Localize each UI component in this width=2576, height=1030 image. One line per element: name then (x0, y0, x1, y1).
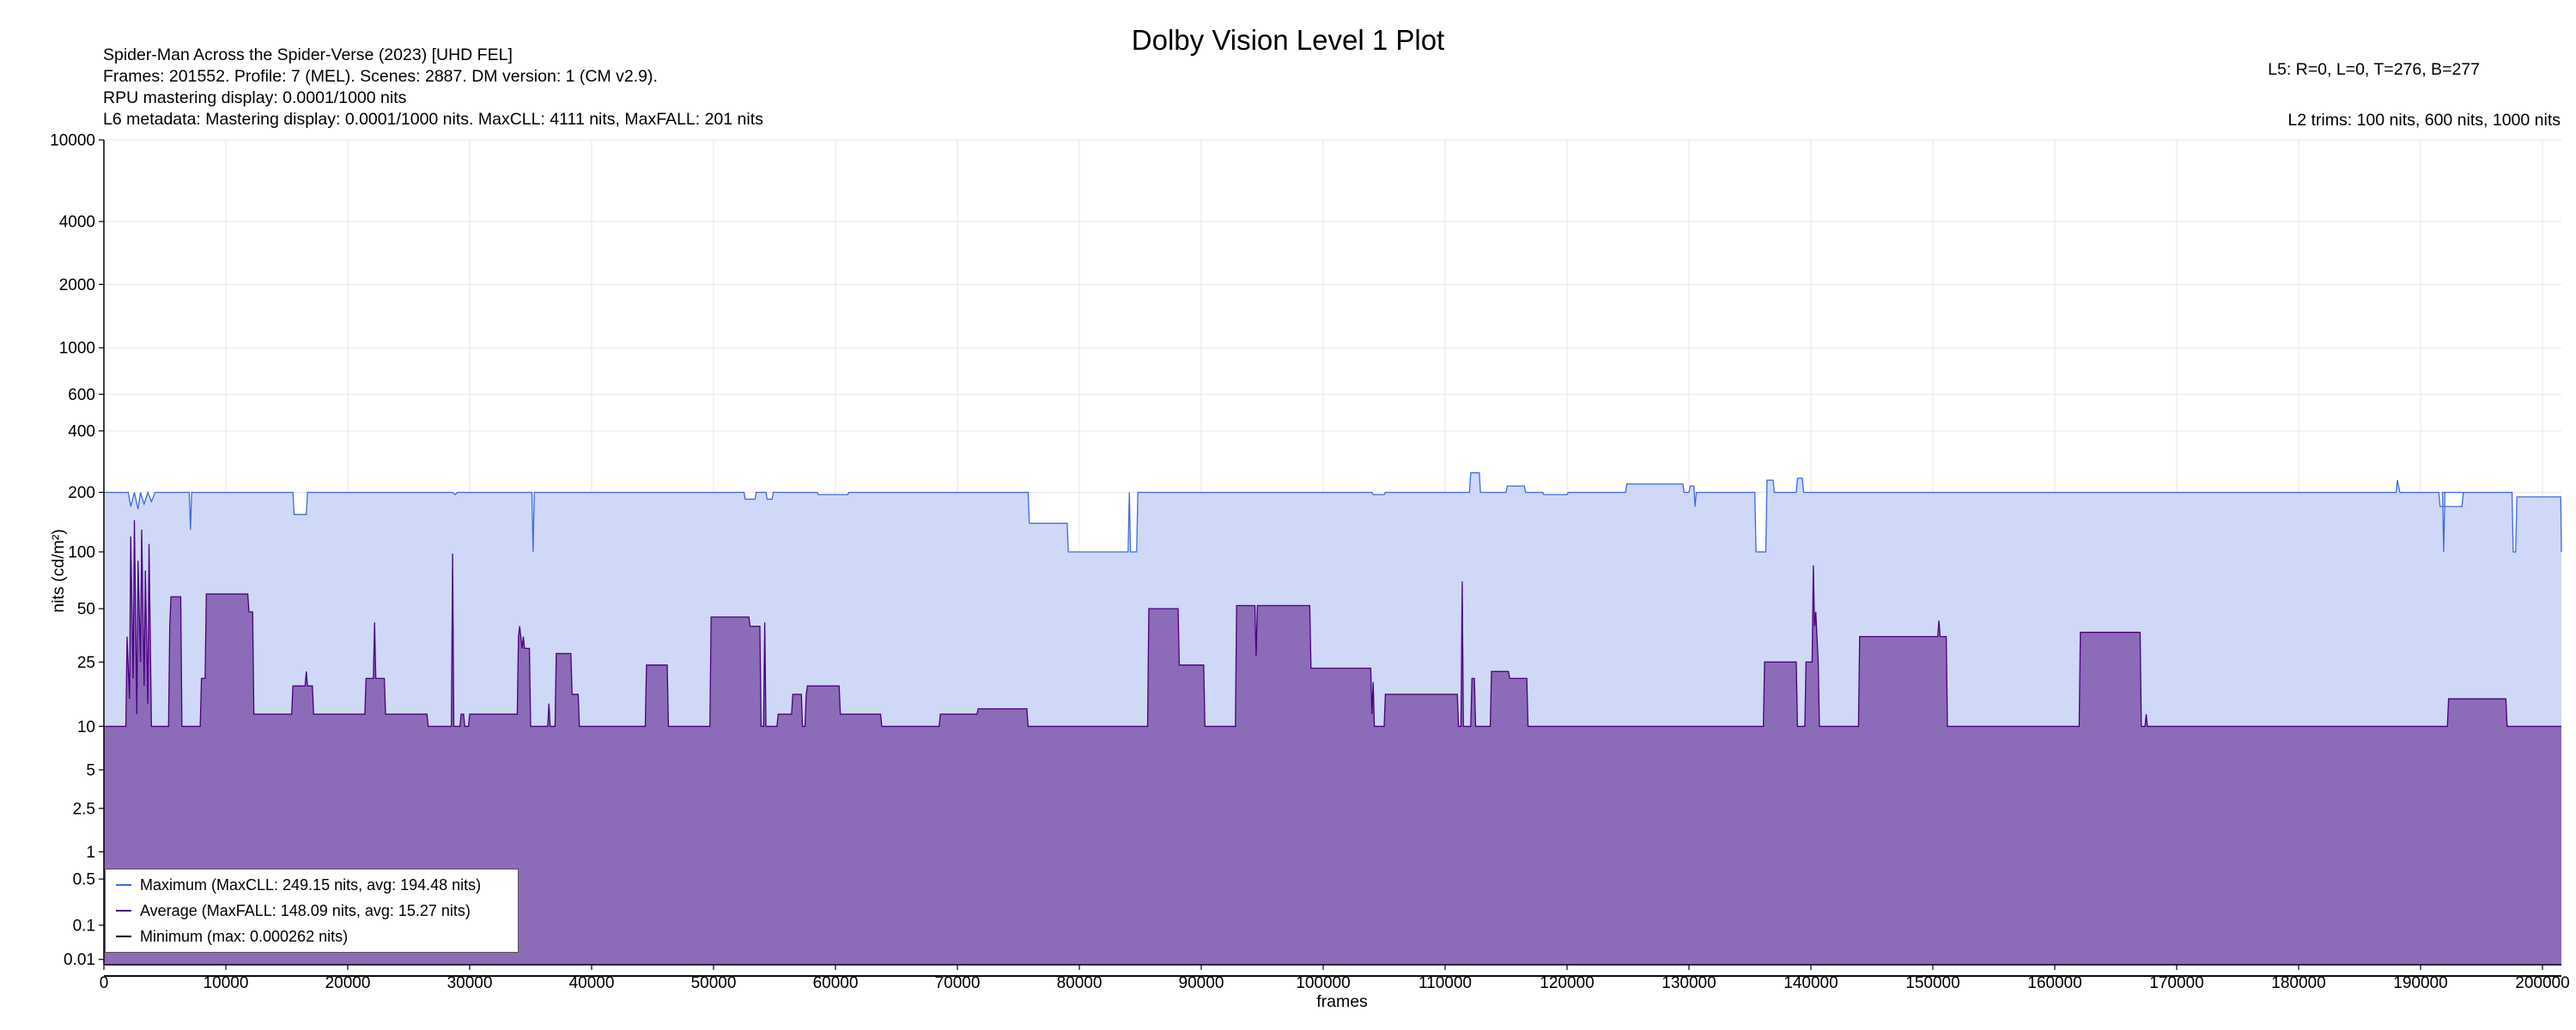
tick-labels: 0 10000 20000 30000 40000 50000 60000 70000 8000… (50, 132, 2570, 993)
y-tick-label: 200 (68, 484, 95, 502)
y-axis-label: nits (cd/m²) (49, 529, 68, 613)
x-tick-label: 60000 (813, 974, 859, 992)
legend: Maximum (MaxCLL: 249.15 nits, avg: 194.4… (105, 869, 519, 953)
y-tick-label: 600 (68, 386, 95, 404)
legend-swatch-minimum (116, 936, 131, 937)
y-tick-label: 5 (86, 761, 95, 779)
y-tick-label: 1 (86, 844, 95, 862)
x-tick-label: 170000 (2149, 974, 2203, 992)
x-tick-label: 0 (100, 974, 109, 992)
y-tick-label: 10 (77, 718, 95, 736)
series-layer (104, 472, 2562, 978)
legend-label-maximum: Maximum (MaxCLL: 249.15 nits, avg: 194.4… (140, 876, 482, 894)
y-tick-label: 4000 (59, 214, 95, 232)
x-tick-label: 140000 (1783, 974, 1838, 992)
y-tick-label: 0.5 (73, 871, 95, 889)
y-tick-label: 0.1 (73, 917, 95, 935)
y-tick-label: 100 (68, 543, 95, 561)
x-tick-label: 50000 (691, 974, 737, 992)
l2-trims: L2 trims: 100 nits, 600 nits, 1000 nits (2287, 111, 2561, 130)
y-tick-label: 400 (68, 422, 95, 440)
x-tick-label: 100000 (1296, 974, 1350, 992)
y-tick-label: 1000 (59, 340, 95, 358)
legend-swatch-average (116, 910, 131, 912)
y-tick-label: 50 (77, 601, 95, 619)
x-tick-label: 180000 (2271, 974, 2325, 992)
x-tick-label: 20000 (325, 974, 371, 992)
x-tick-label: 90000 (1179, 974, 1224, 992)
x-tick-label: 10000 (204, 974, 249, 992)
series-average-fill (104, 520, 2561, 965)
x-tick-label: 190000 (2393, 974, 2447, 992)
x-tick-label: 80000 (1057, 974, 1103, 992)
y-tick-label: 2000 (59, 276, 95, 294)
legend-item-average: Average (MaxFALL: 148.09 nits, avg: 15.2… (116, 898, 471, 924)
x-tick-label: 30000 (447, 974, 493, 992)
x-tick-label: 70000 (935, 974, 981, 992)
series-maximum-line (104, 472, 2562, 553)
y-tick-label: 25 (77, 654, 95, 672)
legend-swatch-maximum (116, 884, 131, 886)
x-axis-label: frames (1316, 992, 1368, 1011)
y-tick-label: 10000 (50, 132, 95, 150)
y-tick-label: 0.01 (64, 951, 95, 969)
x-tick-label: 120000 (1540, 974, 1594, 992)
l5-metadata: L5: R=0, L=0, T=276, B=277 (2268, 60, 2480, 79)
legend-label-minimum: Minimum (max: 0.000262 nits) (140, 927, 349, 945)
info-block: Spider-Man Across the Spider-Verse (2023… (103, 45, 763, 130)
legend-item-maximum: Maximum (MaxCLL: 249.15 nits, avg: 194.4… (116, 872, 481, 898)
x-tick-label: 160000 (2027, 974, 2081, 992)
x-tick-label: 40000 (569, 974, 615, 992)
axes-layer (99, 139, 2561, 970)
info-line-rpu: RPU mastering display: 0.0001/1000 nits (103, 88, 407, 107)
chart-title: Dolby Vision Level 1 Plot (1131, 24, 1445, 56)
info-line-frames: Frames: 201552. Profile: 7 (MEL). Scenes… (103, 67, 658, 86)
x-tick-label: 150000 (1905, 974, 1959, 992)
series-average-line (104, 520, 2561, 727)
legend-item-minimum: Minimum (max: 0.000262 nits) (116, 924, 348, 949)
info-line-l6: L6 metadata: Mastering display: 0.0001/1… (103, 110, 763, 129)
x-tick-label: 130000 (1662, 974, 1716, 992)
x-tick-label: 200000 (2515, 974, 2569, 992)
legend-label-average: Average (MaxFALL: 148.09 nits, avg: 15.2… (140, 901, 471, 919)
info-line-title: Spider-Man Across the Spider-Verse (2023… (103, 45, 513, 64)
y-tick-label: 2.5 (73, 800, 95, 818)
x-tick-label: 110000 (1419, 974, 1472, 992)
